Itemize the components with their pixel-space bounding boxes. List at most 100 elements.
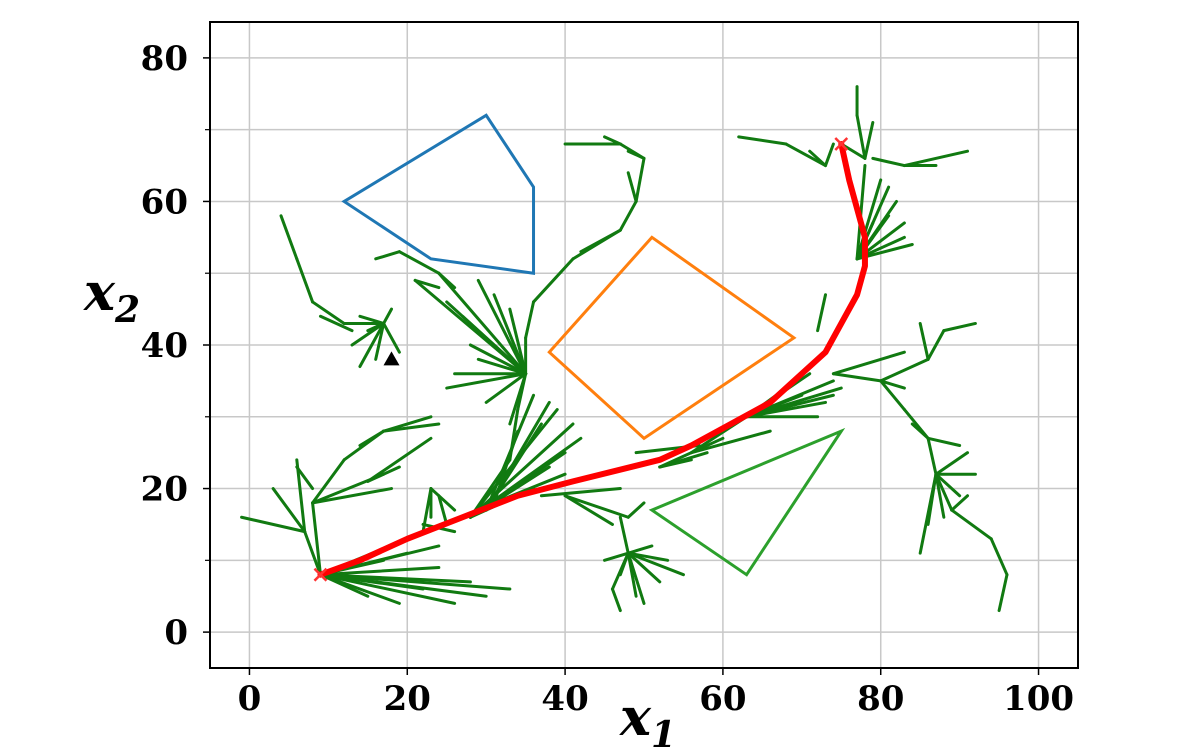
- tree-edge: [871, 156, 906, 168]
- tree-edge: [279, 214, 299, 261]
- tree-edge: [271, 487, 307, 534]
- start-marker: [313, 567, 328, 582]
- y-axis-label: x2: [83, 262, 140, 331]
- tree-edge: [689, 429, 772, 455]
- tree-edge: [311, 300, 346, 325]
- tree-edge: [524, 300, 536, 340]
- tree-edge: [603, 551, 630, 562]
- tree-edge: [808, 149, 827, 168]
- tree-edge: [240, 515, 307, 534]
- tree-edge: [539, 487, 622, 498]
- tree-edge: [468, 343, 528, 376]
- tree-edge: [831, 350, 906, 376]
- tree-edge: [318, 314, 354, 333]
- tree-edge: [816, 293, 827, 333]
- tree-edge: [618, 515, 630, 555]
- tree-edge: [855, 178, 883, 261]
- tree-edge: [397, 250, 441, 275]
- tree-edge: [295, 465, 315, 491]
- tree-edge: [855, 113, 867, 160]
- y-axis-label-sub: 2: [114, 289, 140, 331]
- rrt-tree: [240, 85, 1009, 613]
- tree-edge: [563, 494, 630, 519]
- tree-edge: [382, 422, 441, 433]
- tree-edge: [626, 551, 670, 562]
- tree-edge: [374, 250, 401, 261]
- x-tick-label: 20: [384, 679, 431, 719]
- tree-edge: [318, 573, 457, 605]
- tree-edge: [603, 135, 622, 146]
- tree-edge: [879, 379, 906, 390]
- tree-edge: [618, 199, 638, 232]
- tree-edge: [863, 120, 875, 160]
- tree-edge: [579, 228, 622, 254]
- tree-edge: [484, 372, 528, 404]
- tree-edge: [658, 458, 693, 469]
- path-line: [317, 141, 868, 578]
- tree-edge: [610, 587, 622, 613]
- obstacle-green-triangle: [648, 427, 846, 577]
- tree-edge: [508, 307, 528, 376]
- tree-edge: [303, 530, 322, 577]
- tree-edge: [997, 573, 1009, 613]
- y-axis-label-base: x: [83, 262, 116, 323]
- tree-edge: [902, 149, 970, 168]
- tree-edge: [508, 372, 528, 426]
- tree-edge: [626, 551, 662, 584]
- tree-edge: [618, 551, 630, 577]
- x-tick-label: 80: [857, 679, 904, 719]
- end-marker: [834, 137, 849, 151]
- tree-edge: [358, 429, 386, 447]
- tree-edge: [492, 429, 520, 505]
- tree-edge: [626, 551, 646, 605]
- tree-edge: [626, 551, 685, 577]
- tree-edge: [918, 321, 930, 361]
- tree-edge: [350, 321, 386, 347]
- planned-path: [317, 141, 868, 578]
- tree-edge: [926, 436, 938, 476]
- tree-edge: [366, 436, 433, 483]
- tree-edge: [445, 300, 528, 376]
- tree-edge: [831, 372, 883, 383]
- tree-edge: [468, 422, 575, 519]
- tree-edge: [437, 494, 449, 526]
- tree-edge: [918, 472, 938, 555]
- tree-edge: [311, 487, 393, 505]
- tree-edge: [437, 271, 528, 376]
- ticks: 0 20 40 60 80 100 0 20 40 60 80: [141, 39, 1074, 719]
- tree-edge: [366, 465, 401, 483]
- tree-edge: [745, 386, 843, 419]
- tree-edge: [934, 472, 962, 498]
- x-axis-label-base: x: [619, 687, 652, 748]
- tree-edge: [910, 422, 930, 440]
- tree-edge: [784, 142, 827, 168]
- tree-edge: [879, 379, 906, 412]
- markers: [313, 137, 849, 582]
- tree-edge: [318, 573, 370, 598]
- tree-edge: [563, 494, 614, 526]
- tree-edge: [295, 458, 307, 534]
- tree-edge: [942, 321, 977, 333]
- tree-edge: [934, 451, 970, 476]
- tree-edge: [745, 400, 827, 419]
- goal-marker: [383, 351, 400, 366]
- tree-edge: [823, 142, 835, 168]
- tree-edge: [950, 494, 970, 512]
- x-axis-label: x1: [619, 687, 676, 749]
- tree-edge: [626, 171, 638, 203]
- tree-edge: [476, 357, 528, 376]
- x-tick-label: 0: [238, 679, 262, 719]
- tree-edge: [445, 372, 528, 390]
- tree-edge: [626, 501, 646, 519]
- y-tick-label: 20: [141, 470, 188, 510]
- tree-edge: [634, 156, 646, 203]
- tree-edge: [429, 487, 457, 512]
- tree-edge: [413, 278, 441, 290]
- tree-edge: [437, 271, 457, 290]
- tree-edge: [318, 573, 425, 591]
- tree-edge: [626, 544, 654, 555]
- tree-edge: [532, 257, 575, 304]
- tree-edge: [989, 537, 1009, 577]
- x-tick-label: 60: [699, 679, 746, 719]
- tree-edge: [879, 357, 930, 383]
